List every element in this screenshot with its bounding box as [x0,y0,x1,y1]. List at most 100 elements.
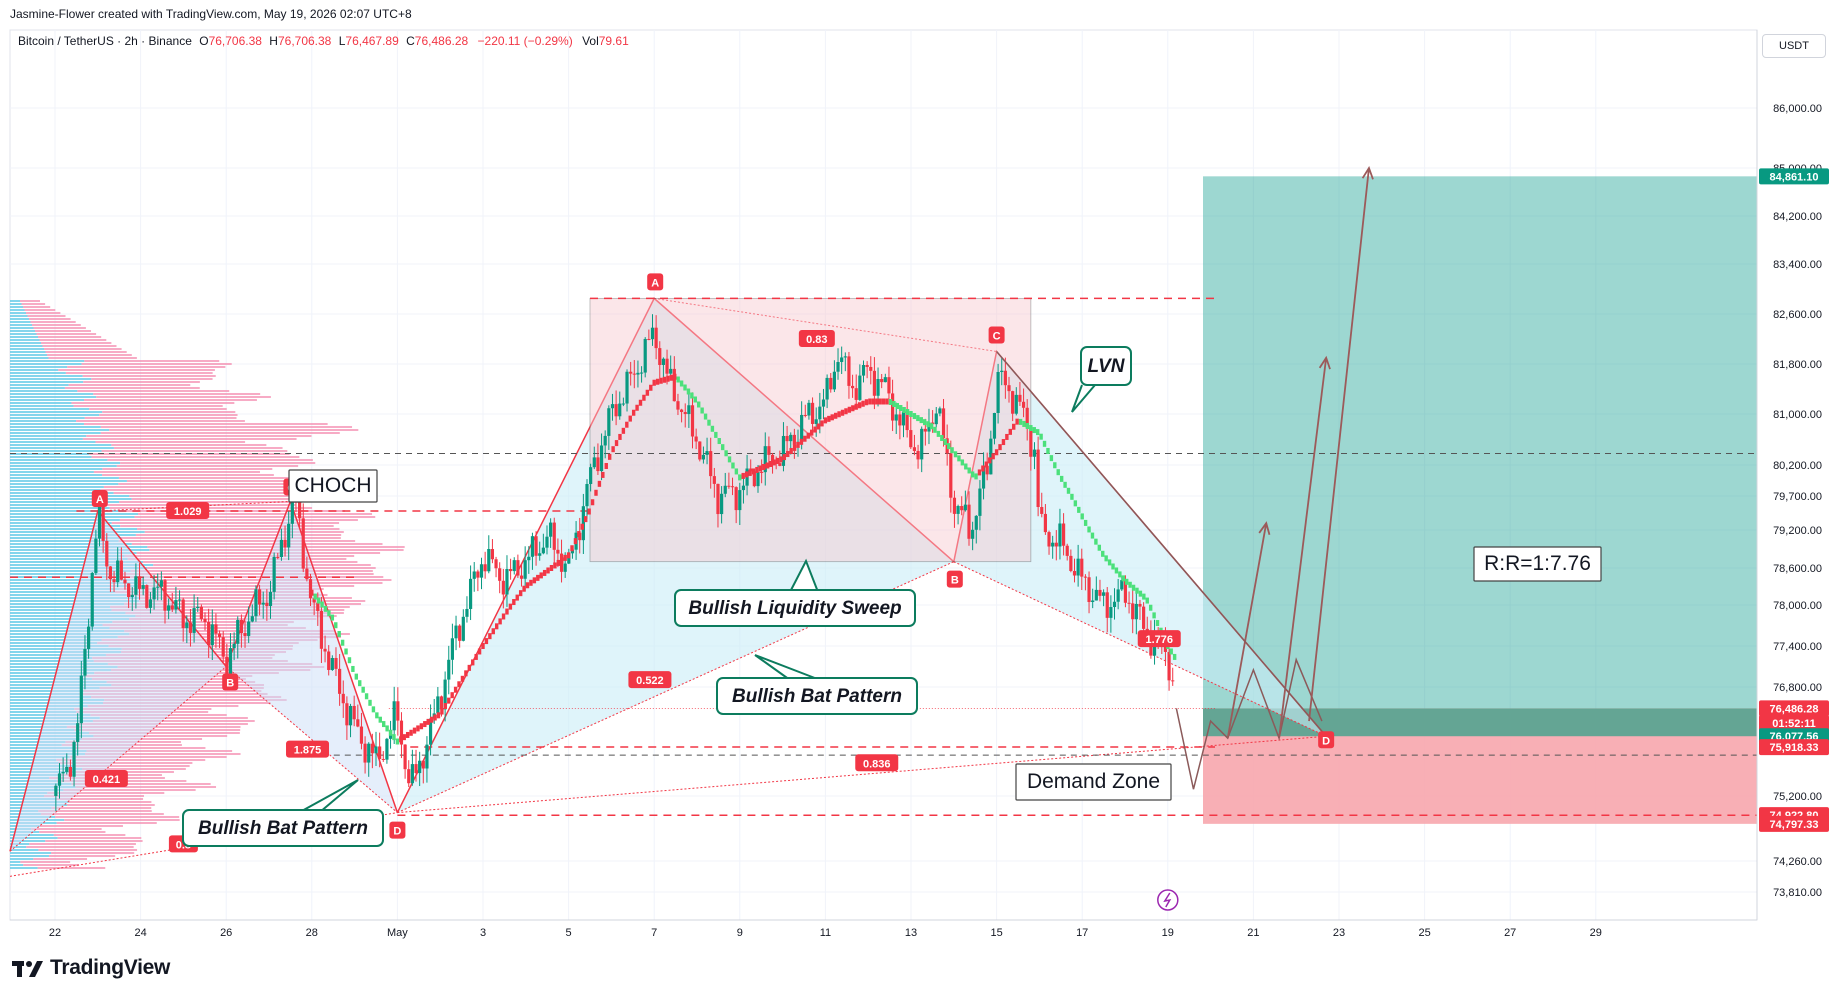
volume-profile-bar-up [10,489,101,491]
volume-profile-bar-up [10,474,103,476]
volume-profile-bar-up [10,348,44,350]
candle-body [709,451,713,477]
ma-segment [518,590,523,597]
ma-segment [847,406,852,413]
ma-segment [481,643,485,649]
candle-body [287,523,291,548]
ma-segment [364,693,369,700]
volume-profile-bar-down [32,324,81,326]
candle-body [581,506,585,541]
volume-profile-bar-up [10,744,62,746]
ma-segment [1152,612,1156,619]
ma-segment [861,400,865,407]
ma-segment [1138,590,1143,597]
point-label-a2-bg [647,273,664,291]
annotation-choch-text: CHOCH [295,474,372,497]
volume-profile-bar-down [29,318,71,320]
candle-body [792,434,796,445]
currency-selector[interactable]: USDT [1762,34,1826,58]
candle-body [807,402,811,416]
ma-segment [833,412,838,419]
tradingview-logo[interactable]: TradingView [12,956,170,980]
candle-body [494,559,498,569]
candle-body [261,602,265,605]
volume-profile-bar-up [10,453,90,455]
candle-body [301,518,305,569]
open-label: O [199,34,209,48]
candle-body [992,412,997,439]
volume-profile-bar-down [38,336,102,338]
candle-body [61,771,65,774]
candle-body [599,445,604,472]
top-bar: Jasmine-Flower created with TradingView.… [0,0,1835,28]
ma-segment [946,443,951,450]
volume-profile-bar-up [10,570,131,572]
volume-profile-bar-down [39,825,123,827]
candle-body [607,408,611,436]
volume-profile-bar-down [124,630,335,632]
candle-body [960,506,964,511]
candle-body [316,602,320,611]
ma-segment [546,567,550,574]
candle-body [156,586,160,588]
volume-profile-bar-up [10,624,103,626]
ma-segment [601,471,605,478]
candle-body [86,626,91,649]
volume-profile-bar-down [144,531,344,533]
ma-segment [792,444,797,451]
volume-profile-bar-up [10,711,77,713]
volume-profile-bar-down [113,447,283,449]
candle-body [545,536,549,548]
candle-body [985,465,989,475]
volume-profile-bar-down [109,507,313,509]
volume-profile-bar-down [26,846,134,848]
candle-body [698,441,702,460]
volume-profile-bar-up [10,429,110,431]
volume-profile-bar-up [10,513,139,515]
ma-segment [720,444,725,451]
candle-body [381,758,385,760]
ma-segment [536,574,540,581]
pattern-bcd-fill [226,501,398,813]
ma-segment [344,648,348,655]
ma-segment [868,398,872,405]
candle-body [1102,592,1106,596]
volume-profile-bar-down [82,375,216,377]
close-label: C [406,34,415,48]
volume-profile-bar-down [126,480,330,482]
ma-segment [334,622,338,629]
volume-profile-bar-up [10,690,84,692]
volume-profile-bar-down [30,321,76,323]
candle-body [614,404,618,417]
candle-body [421,760,425,769]
projection-arrowhead [1361,165,1374,180]
ma-segment [1131,584,1136,591]
annotation-liquidity-sweep: Bullish Liquidity Sweep [674,558,916,627]
annotation-bat-1-text: Bullish Bat Pattern [198,818,368,839]
symbol-name[interactable]: Bitcoin / TetherUS · 2h · Binance [18,34,192,48]
ma-segment [525,582,530,589]
ma-segment [371,706,376,713]
volume-profile-bar-down [39,339,107,341]
volume-profile-bar-up [10,471,94,473]
volume-profile-bar-up [10,561,143,563]
volume-profile-bar-up [10,480,127,482]
candle-body [90,572,94,627]
volume-profile-bar-up [10,399,85,401]
ma-segment [727,456,732,463]
volume-profile-bar-up [10,381,84,383]
ma-segment [744,471,749,478]
annotation-choch-box [288,469,378,503]
annotation-bat-1: Bullish Bat Pattern [182,779,384,847]
candle-body [687,405,691,415]
volume-profile-bar-up [10,555,125,557]
volume-profile-bar-up [10,858,34,860]
projection-arrowhead [1318,355,1331,370]
candle-body [727,485,731,487]
ma-segment [964,463,968,470]
annotation-risk-reward-box [1473,546,1602,582]
candle-body [705,451,709,455]
ma-segment [755,466,759,473]
ma-segment [1046,447,1050,454]
